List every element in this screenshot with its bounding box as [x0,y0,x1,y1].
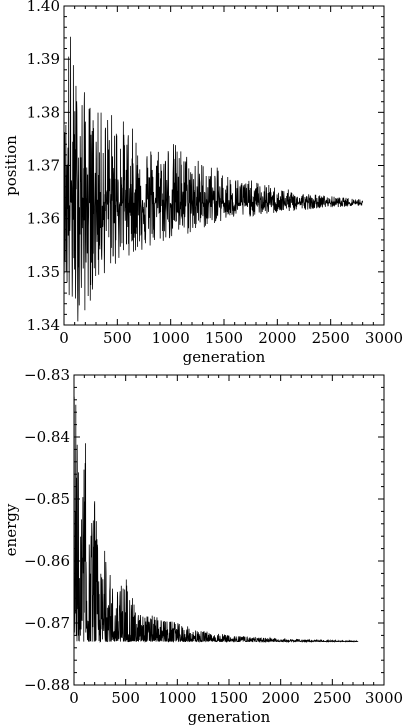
x-tick-label: 500 [111,689,140,707]
y-tick-label: −0.88 [24,676,70,694]
energy-x-axis-label: generation [188,708,271,726]
x-tick-label: 1500 [205,329,243,347]
energy-trace [74,396,359,644]
y-tick-label: −0.87 [24,614,70,632]
energy-y-tick-labels: −0.88 −0.87 −0.86 −0.85 −0.84 −0.83 [24,366,70,694]
x-tick-label: 3000 [365,329,403,347]
x-tick-label: 0 [59,329,69,347]
y-tick-label: −0.85 [24,490,70,508]
energy-x-tick-labels: 0 500 1000 1500 2000 2500 3000 [69,689,403,707]
x-tick-label: 1500 [210,689,248,707]
position-x-axis-label: generation [183,348,266,366]
y-tick-label: 1.39 [27,50,60,68]
x-tick-label: 1000 [158,689,196,707]
position-ticks [63,5,385,326]
y-tick-label: 1.40 [27,0,60,15]
y-tick-label: −0.83 [24,366,70,384]
y-tick-label: 1.37 [27,157,60,175]
energy-ticks [73,374,385,686]
x-tick-label: 0 [69,689,79,707]
x-tick-label: 2500 [313,689,351,707]
x-tick-label: 2000 [258,329,296,347]
y-tick-label: 1.34 [27,316,60,334]
position-x-tick-labels: 0 500 1000 1500 2000 2500 3000 [59,329,403,347]
y-tick-label: 1.36 [27,210,60,228]
energy-panel: 0 500 1000 1500 2000 2500 3000 −0.88 −0.87 −0.86… [2,366,403,726]
y-tick-label: 1.38 [27,103,60,121]
y-tick-label: 1.35 [27,263,60,281]
energy-y-axis-label: energy [2,503,20,556]
position-trace [64,36,364,322]
x-tick-label: 3000 [365,689,403,707]
y-tick-label: −0.86 [24,552,70,570]
position-series-line [64,36,364,322]
x-tick-label: 1000 [152,329,190,347]
energy-series-line [74,396,359,644]
position-y-axis-label: position [2,135,20,196]
x-tick-label: 2500 [312,329,350,347]
position-y-tick-labels: 1.34 1.35 1.36 1.37 1.38 1.39 1.40 [27,0,60,334]
x-tick-label: 500 [103,329,132,347]
y-tick-label: −0.84 [24,428,70,446]
position-panel: 0 500 1000 1500 2000 2500 3000 1.341.351.361.3… [2,0,403,366]
x-tick-label: 2000 [262,689,300,707]
